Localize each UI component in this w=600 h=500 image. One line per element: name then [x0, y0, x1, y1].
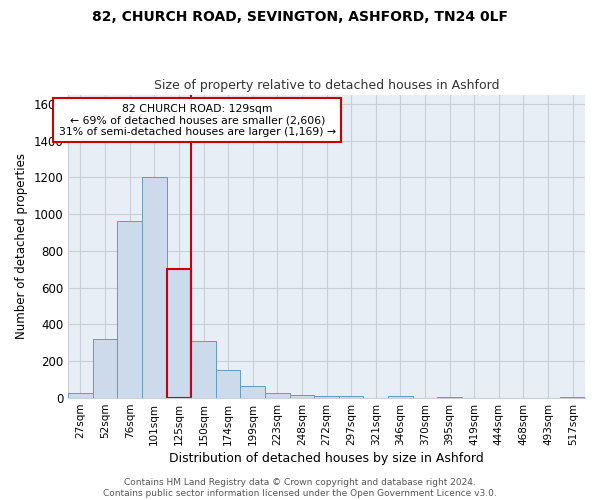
Text: 82, CHURCH ROAD, SEVINGTON, ASHFORD, TN24 0LF: 82, CHURCH ROAD, SEVINGTON, ASHFORD, TN2…	[92, 10, 508, 24]
Text: Contains HM Land Registry data © Crown copyright and database right 2024.
Contai: Contains HM Land Registry data © Crown c…	[103, 478, 497, 498]
Bar	[118, 222, 142, 398]
Bar	[388, 396, 413, 398]
Bar	[191, 341, 216, 398]
Bar	[560, 397, 585, 398]
Bar	[241, 386, 265, 398]
Title: Size of property relative to detached houses in Ashford: Size of property relative to detached ho…	[154, 79, 499, 92]
Bar	[216, 370, 241, 398]
Y-axis label: Number of detached properties: Number of detached properties	[15, 154, 28, 340]
Bar	[68, 394, 93, 398]
Bar	[290, 396, 314, 398]
Bar	[339, 396, 364, 398]
Text: 82 CHURCH ROAD: 129sqm
← 69% of detached houses are smaller (2,606)
31% of semi-: 82 CHURCH ROAD: 129sqm ← 69% of detached…	[59, 104, 336, 137]
Bar	[142, 178, 167, 398]
Bar	[314, 396, 339, 398]
Bar	[437, 397, 462, 398]
Bar	[167, 270, 191, 398]
Bar	[265, 394, 290, 398]
X-axis label: Distribution of detached houses by size in Ashford: Distribution of detached houses by size …	[169, 452, 484, 465]
Bar	[93, 339, 118, 398]
